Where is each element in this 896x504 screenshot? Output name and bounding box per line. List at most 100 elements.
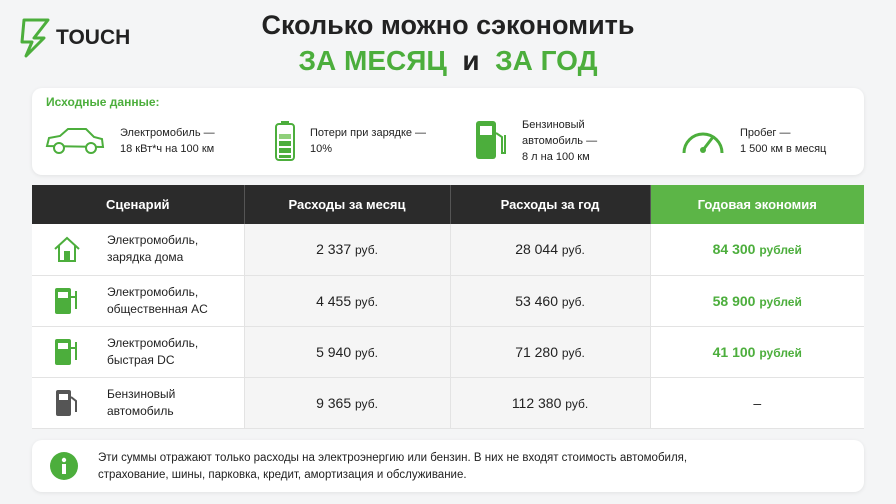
scenario: Бензиновый автомобиль — [33, 386, 243, 420]
subtitle-and: и — [462, 45, 480, 76]
column-header: Сценарий — [32, 185, 245, 224]
text-line: Бензиновый — [522, 119, 585, 131]
text-line: 8 л на 100 км — [522, 151, 590, 163]
saving-cell: – — [650, 377, 864, 429]
saving-unit: рублей — [759, 294, 802, 309]
input-item: Потери при зарядке — 10% — [274, 116, 426, 166]
table-row: Электромобиль, общественная AC 4 455 руб. 5… — [32, 275, 864, 327]
inputs-label: Исходные данные: — [46, 95, 160, 109]
year-amount: 112 380 — [511, 394, 562, 411]
subtitle-month: ЗА МЕСЯЦ — [298, 45, 447, 76]
title: Сколько можно сэкономить — [261, 10, 635, 40]
year-cell: 53 460 руб. — [450, 275, 651, 327]
year-amount: 71 280 — [515, 343, 559, 360]
text-line: 1 500 км в месяц — [740, 143, 827, 155]
saving-cell: 84 300 рублей — [650, 224, 864, 276]
year-unit: руб. — [561, 294, 585, 309]
scenario-cell: Электромобиль, быстрая DC — [32, 326, 245, 378]
text-line: Пробег — — [740, 127, 791, 139]
saving-amount: – — [753, 394, 762, 411]
month-unit: руб. — [355, 396, 378, 411]
year-unit: руб. — [561, 243, 585, 258]
text-line: Электромобиль, — [107, 233, 199, 248]
month-cell: 4 455 руб. — [244, 275, 451, 327]
text-line: Электромобиль, — [107, 335, 199, 350]
scenario-icon — [55, 287, 77, 314]
year-cell: 28 044 руб. — [450, 224, 651, 276]
text-line: Электромобиль — — [120, 127, 215, 139]
text-line: 18 кВт*ч на 100 км — [120, 143, 215, 155]
inputs-card: Исходные данные: Электромобиль — 18 кВт*ч… — [32, 88, 864, 175]
logo: TOUCH — [20, 18, 130, 58]
fuel-icon — [476, 121, 506, 159]
text-line: Потери при зарядке — — [310, 127, 427, 139]
column-header: Годовая экономия — [650, 185, 864, 224]
scenario-text: Электромобиль, быстрая DC — [107, 335, 198, 369]
scenario-text: Бензиновый автомобиль — [107, 386, 175, 420]
text-line: Электромобиль, — [107, 284, 199, 299]
table-row: Электромобиль, зарядка дома 2 337 руб. 28 0… — [32, 224, 864, 276]
saving-amount: 41 100 — [712, 343, 756, 360]
battery-icon — [275, 121, 295, 161]
logo-text: TOUCH — [56, 26, 131, 49]
input-item: Пробег — 1 500 км в месяц — [680, 116, 826, 166]
column-header: Расходы за год — [450, 185, 651, 224]
saving-amount: 58 900 — [712, 292, 756, 309]
saving-amount: 84 300 — [712, 241, 756, 258]
note-card: Эти суммы отражают только расходы на эле… — [32, 440, 864, 492]
input-item: Электромобиль — 18 кВт*ч на 100 км — [44, 116, 215, 166]
text-line: автомобиль — — [522, 135, 598, 147]
year-unit: руб. — [561, 345, 585, 360]
month-unit: руб. — [355, 345, 378, 360]
column-header: Расходы за месяц — [244, 185, 451, 224]
text-line: 10% — [310, 143, 333, 155]
scenario-cell: Электромобиль, зарядка дома — [32, 224, 245, 276]
saving-unit: рублей — [759, 243, 802, 258]
table-row: Бензиновый автомобиль 9 365 руб. 112 380 ру… — [32, 377, 864, 429]
month-cell: 9 365 руб. — [244, 377, 451, 429]
year-cell: 112 380 руб. — [450, 377, 651, 429]
note-text: Эти суммы отражают только расходы на эле… — [98, 450, 687, 484]
saving-cell: 41 100 рублей — [650, 326, 864, 378]
subtitle-year: ЗА ГОД — [495, 45, 598, 76]
year-unit: руб. — [565, 396, 589, 411]
text-line: быстрая DC — [107, 352, 175, 367]
scenario: Электромобиль, зарядка дома — [33, 232, 243, 266]
text-line: Эти суммы отражают только расходы на эле… — [98, 452, 688, 464]
table-row: Электромобиль, быстрая DC 5 940 руб. 71 280… — [32, 326, 864, 378]
month-unit: руб. — [355, 243, 378, 258]
saving-unit: рублей — [759, 345, 802, 360]
gauge-icon — [682, 132, 724, 154]
scenario-cell: Электромобиль, общественная AC — [32, 275, 245, 327]
scenario-text: Электромобиль, общественная AC — [107, 284, 208, 318]
month-amount: 5 940 — [316, 343, 352, 360]
savings-table: Сценарий Расходы за месяц Расходы за год Го… — [32, 185, 864, 429]
scenario-text: Электромобиль, зарядка дома — [107, 232, 198, 266]
scenario: Электромобиль, быстрая DC — [33, 335, 243, 369]
scenario-icon — [55, 338, 77, 365]
scenario: Электромобиль, общественная AC — [33, 284, 243, 318]
car-icon — [45, 128, 105, 154]
year-cell: 71 280 руб. — [450, 326, 651, 378]
info-icon — [50, 452, 78, 480]
text-line: автомобиль — [107, 403, 174, 418]
text-line: зарядка дома — [107, 250, 184, 265]
month-amount: 2 337 — [316, 241, 352, 258]
month-amount: 4 455 — [316, 292, 352, 309]
logo-icon — [20, 18, 50, 58]
scenario-cell: Бензиновый автомобиль — [32, 377, 245, 429]
saving-cell: 58 900 рублей — [650, 275, 864, 327]
text-line: Бензиновый — [107, 386, 176, 401]
text-line: общественная AC — [107, 301, 208, 316]
month-unit: руб. — [355, 294, 378, 309]
year-amount: 28 044 — [515, 241, 559, 258]
subtitle: ЗА МЕСЯЦ и ЗА ГОД — [0, 45, 896, 77]
input-item: Бензиновый автомобиль — 8 л на 100 км — [474, 116, 597, 166]
month-amount: 9 365 — [316, 394, 352, 411]
year-amount: 53 460 — [515, 292, 559, 309]
scenario-icon — [54, 236, 80, 263]
scenario-icon — [56, 389, 77, 416]
month-cell: 2 337 руб. — [244, 224, 451, 276]
text-line: страхование, шины, парковка, кредит, амо… — [98, 469, 467, 481]
